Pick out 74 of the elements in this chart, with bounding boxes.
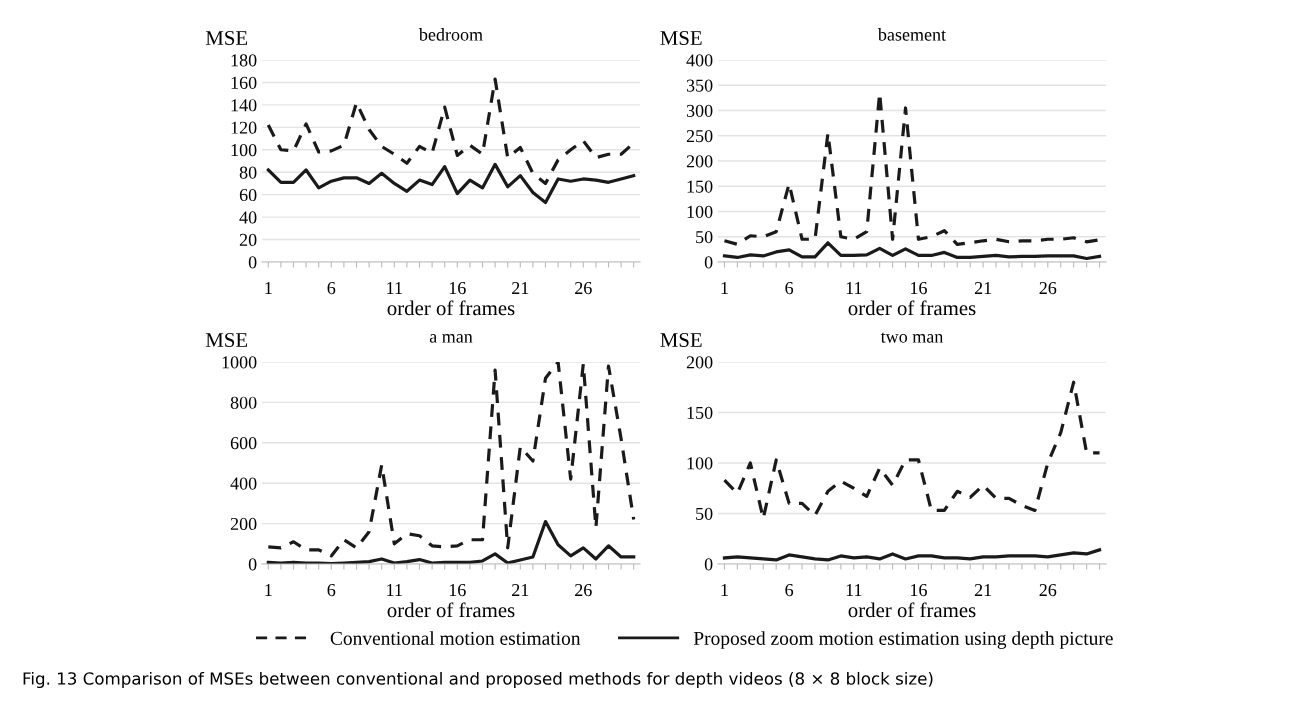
legend-label: Proposed zoom motion estimation using depth picture — [693, 631, 1113, 649]
y-tick-label: 150 — [687, 406, 713, 419]
line-series — [722, 548, 1102, 562]
y-tick-label: 400 — [686, 54, 713, 67]
x-tick-label: 16 — [911, 282, 927, 295]
y-tick-label: 50 — [696, 231, 713, 244]
x-tick-label: 11 — [846, 584, 862, 596]
y-axis-title: MSE — [660, 333, 702, 348]
y-tick-label: 400 — [230, 477, 257, 490]
x-tick-label: 26 — [575, 584, 592, 597]
x-axis-title: order of frames — [387, 602, 515, 618]
y-tick-label: 350 — [686, 79, 713, 92]
y-tick-label: 100 — [687, 457, 713, 470]
y-tick-label: 120 — [231, 121, 257, 134]
x-tick-label: 11 — [387, 282, 402, 294]
y-axis-title: MSE — [205, 333, 248, 348]
y-tick-label: 200 — [686, 356, 713, 369]
x-tick-label: 6 — [327, 584, 336, 597]
x-tick-label: 1 — [721, 282, 728, 294]
x-tick-label: 16 — [449, 282, 466, 295]
x-axis-title: order of frames — [848, 602, 976, 618]
x-tick-label: 16 — [449, 584, 466, 597]
y-tick-label: 100 — [687, 205, 713, 218]
x-axis-title: order of frames — [387, 300, 515, 316]
chart-title: two man — [880, 332, 944, 343]
y-axis-title: MSE — [205, 31, 248, 46]
x-tick-label: 1 — [265, 282, 272, 294]
line-series — [722, 241, 1102, 261]
x-tick-label: 1 — [265, 584, 272, 596]
y-tick-label: 200 — [230, 517, 257, 531]
y-tick-label: 800 — [230, 396, 257, 409]
x-tick-label: 21 — [974, 282, 992, 294]
x-tick-label: 16 — [911, 584, 927, 597]
x-tick-label: 26 — [575, 282, 592, 295]
y-tick-label: 180 — [231, 54, 257, 67]
y-tick-label: 600 — [230, 437, 257, 450]
y-tick-label: 0 — [248, 558, 257, 571]
y-tick-label: 300 — [686, 104, 713, 117]
x-tick-label: 26 — [1039, 584, 1057, 597]
legend-label: Conventional motion estimation — [330, 631, 581, 645]
x-axis-title: order of frames — [848, 300, 976, 316]
line-series — [266, 362, 636, 558]
x-tick-label: 6 — [785, 584, 794, 597]
chart-title: basement — [877, 28, 946, 41]
y-tick-label: 20 — [239, 233, 257, 246]
y-tick-label: 250 — [686, 130, 713, 143]
y-tick-label: 1000 — [222, 356, 257, 369]
y-tick-label: 0 — [704, 256, 713, 269]
x-tick-label: 21 — [512, 282, 529, 294]
y-tick-label: 0 — [704, 558, 713, 571]
x-tick-label: 21 — [974, 584, 992, 596]
x-tick-label: 1 — [721, 584, 728, 596]
y-tick-label: 100 — [231, 144, 257, 157]
chart-title: bedroom — [418, 28, 483, 41]
line-series — [266, 519, 636, 564]
x-tick-label: 26 — [1039, 282, 1057, 295]
x-tick-label: 21 — [512, 584, 529, 596]
y-tick-label: 150 — [687, 180, 713, 193]
y-axis-title: MSE — [660, 31, 702, 46]
y-tick-label: 0 — [248, 256, 257, 269]
line-series — [266, 162, 636, 205]
y-tick-label: 40 — [239, 211, 257, 224]
x-tick-label: 11 — [846, 282, 862, 294]
y-tick-label: 140 — [231, 99, 257, 112]
x-tick-label: 6 — [785, 282, 794, 295]
y-tick-label: 200 — [686, 155, 713, 168]
y-tick-label: 50 — [696, 507, 713, 520]
chart-title: a man — [429, 334, 473, 343]
y-tick-label: 160 — [231, 76, 257, 89]
y-tick-label: 60 — [239, 188, 257, 202]
y-tick-label: 80 — [239, 166, 257, 179]
x-tick-label: 11 — [387, 584, 402, 596]
caption: Fig. 13 Comparison of MSEs between conventional and proposed methods for depth videos (8 × 8 block size) — [23, 671, 933, 689]
x-tick-label: 6 — [327, 282, 336, 295]
